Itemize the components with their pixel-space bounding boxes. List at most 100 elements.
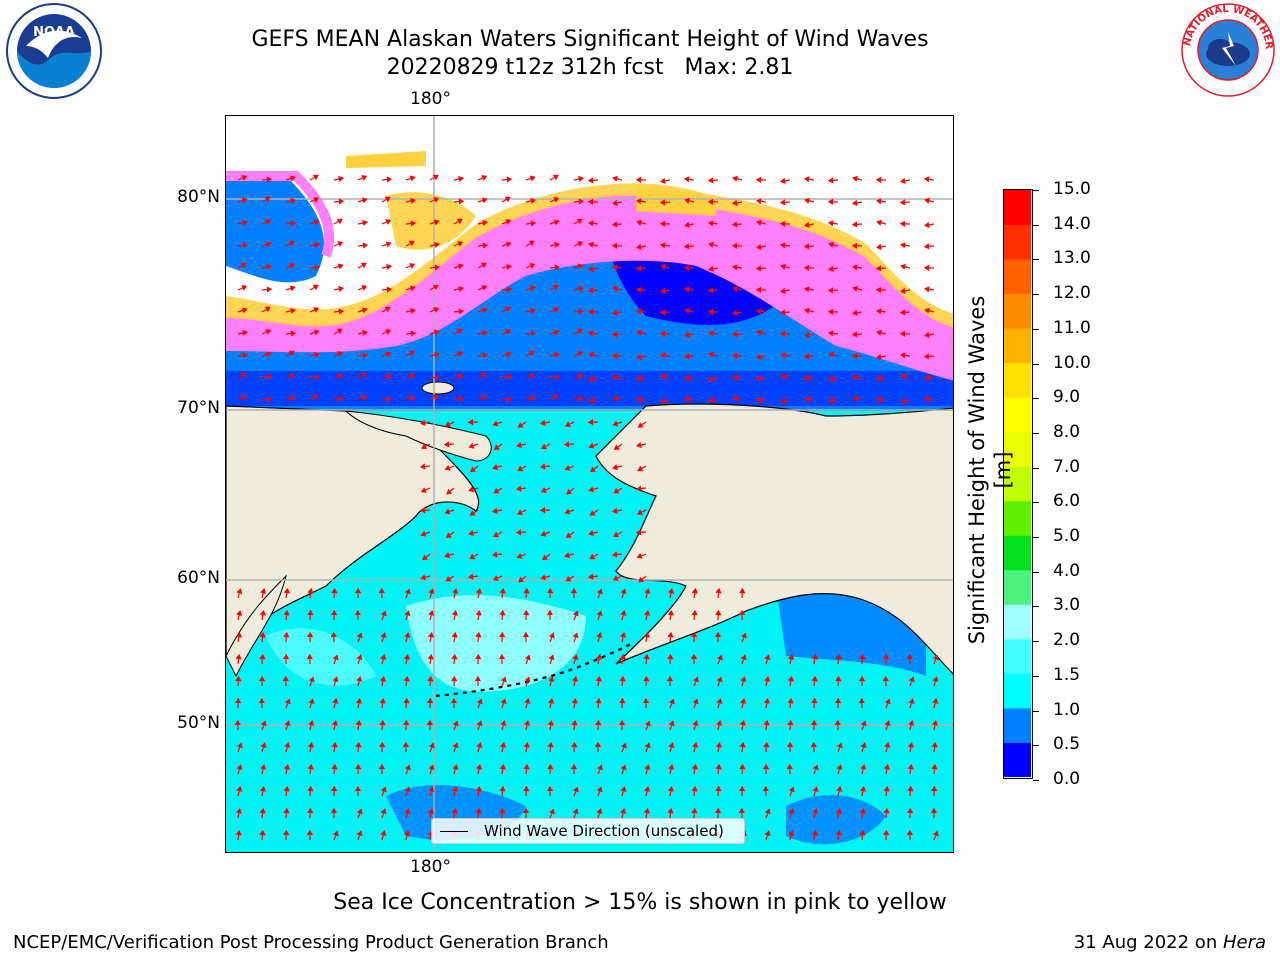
wave-arrow-head: [620, 742, 627, 749]
wave-arrow-head: [779, 242, 786, 249]
wave-arrow-head: [827, 265, 834, 272]
colorbar-swatch: [1004, 293, 1031, 329]
wave-arrow-head: [288, 240, 295, 247]
wave-arrow-head: [762, 763, 770, 770]
wave-arrow-head: [235, 653, 242, 660]
map-legend: Wind Wave Direction (unscaled): [431, 818, 745, 844]
wave-arrow-head: [355, 763, 362, 770]
wave-arrow-head: [923, 396, 930, 403]
wave-arrow-head: [739, 741, 746, 748]
wave-arrow-head: [337, 263, 344, 270]
wave-arrow-head: [282, 675, 289, 682]
wave-arrow-head: [611, 374, 618, 381]
wave-arrow-head: [707, 177, 714, 184]
lon-label-bottom: 180°: [410, 857, 451, 877]
wave-arrow-head: [827, 330, 834, 337]
land-wrangel-island: [421, 381, 455, 395]
wave-arrow-head: [529, 285, 536, 292]
wave-arrow-head: [313, 307, 320, 313]
wave-arrow-head: [480, 372, 487, 379]
wave-arrow-head: [612, 420, 619, 427]
wave-arrow-head: [361, 197, 368, 204]
colorbar-swatches: [1004, 190, 1031, 778]
wave-arrow-head: [851, 352, 858, 359]
wave-arrow-head: [445, 532, 452, 538]
ocean-northwest: [226, 176, 325, 283]
wave-arrow-head: [289, 263, 296, 269]
wave-arrow-head: [755, 176, 762, 183]
wave-arrow-head: [803, 264, 810, 271]
wave-arrow-head: [284, 698, 291, 705]
wave-arrow-head: [638, 576, 645, 583]
wave-arrow-head: [476, 720, 483, 727]
wave-arrow-head: [755, 243, 762, 250]
wave-arrow-head: [595, 654, 603, 660]
wave-arrow-head: [259, 829, 266, 836]
colorbar-swatch: [1004, 328, 1031, 364]
wave-arrow-head: [763, 697, 770, 704]
wave-arrow-head: [827, 375, 834, 382]
wave-arrow-head: [428, 786, 435, 793]
wave-arrow-head: [260, 764, 267, 770]
wave-arrow-head: [290, 307, 296, 315]
wave-arrow-head: [419, 419, 426, 426]
wave-arrow-head: [260, 588, 267, 594]
wave-arrow-head: [755, 375, 762, 382]
wave-arrow-head: [716, 654, 723, 661]
wave-arrow-head: [290, 197, 296, 205]
chart-title: GEFS MEAN Alaskan Waters Significant Hei…: [0, 26, 1180, 82]
wave-arrow-head: [289, 373, 296, 379]
wave-arrow-head: [588, 486, 595, 493]
colorbar-tick-mark: [1033, 641, 1039, 643]
wave-arrow-head: [426, 719, 434, 726]
wave-arrow-head: [691, 807, 698, 814]
wave-arrow-head: [482, 242, 489, 249]
wave-arrow-head: [707, 375, 714, 382]
wave-arrow-head: [659, 242, 666, 249]
wave-arrow-head: [379, 741, 386, 748]
wave-arrow-head: [810, 719, 818, 726]
lon-label-top: 180°: [410, 89, 451, 109]
wave-arrow-head: [643, 675, 650, 682]
wave-arrow-head: [860, 742, 867, 749]
wave-arrow-head: [499, 631, 506, 638]
wave-arrow-head: [565, 532, 572, 538]
wave-arrow-head: [612, 175, 618, 182]
wave-arrow-head: [589, 553, 596, 560]
wave-arrow-head: [811, 653, 818, 660]
wave-arrow-head: [803, 353, 810, 360]
wave-arrow-head: [524, 654, 531, 661]
wave-arrow-head: [884, 742, 891, 748]
wave-arrow-head: [812, 808, 819, 814]
wave-arrow-head: [444, 508, 451, 515]
wave-arrow-head: [491, 507, 498, 514]
wave-arrow-head: [587, 308, 594, 315]
wave-arrow-head: [683, 286, 690, 293]
wave-arrow-head: [506, 286, 513, 293]
wave-arrow-head: [259, 807, 266, 814]
wave-arrow-head: [379, 697, 386, 704]
wave-arrow-head: [469, 466, 477, 473]
colorbar-tick-mark: [1033, 780, 1039, 781]
wave-arrow-head: [810, 741, 817, 748]
wave-arrow-head: [452, 764, 459, 771]
wave-arrow-head: [540, 487, 547, 493]
wave-arrow-head: [516, 552, 523, 559]
wave-arrow-head: [283, 587, 290, 594]
wave-arrow-head: [420, 530, 427, 537]
wave-arrow-head: [475, 609, 482, 616]
wave-arrow-head: [827, 308, 834, 315]
wave-arrow-head: [540, 530, 547, 537]
wave-arrow-head: [731, 264, 738, 271]
wave-arrow-head: [553, 219, 560, 226]
wave-arrow-head: [899, 242, 906, 249]
wave-arrow-head: [906, 653, 913, 660]
wave-arrow-head: [636, 329, 642, 336]
wave-arrow-head: [740, 698, 747, 704]
wave-arrow-head: [683, 221, 690, 228]
wave-arrow-head: [314, 264, 321, 271]
map-canvas: [226, 116, 953, 852]
wave-arrow-head: [476, 742, 483, 749]
wave-arrow-head: [290, 330, 297, 337]
wave-arrow-head: [539, 463, 546, 470]
